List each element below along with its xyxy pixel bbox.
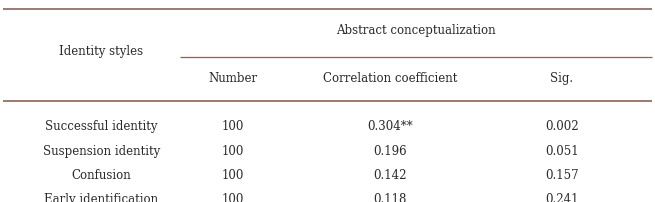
Text: 0.304**: 0.304** [367,120,413,133]
Text: 100: 100 [221,120,244,133]
Text: 0.002: 0.002 [545,120,579,133]
Text: 0.241: 0.241 [545,194,579,202]
Text: Number: Number [208,72,257,85]
Text: Sig.: Sig. [550,72,574,85]
Text: 0.196: 0.196 [373,145,407,158]
Text: 0.118: 0.118 [373,194,406,202]
Text: 0.157: 0.157 [545,169,579,182]
Text: Correlation coefficient: Correlation coefficient [322,72,457,85]
Text: Early identification: Early identification [45,194,159,202]
Text: 0.142: 0.142 [373,169,407,182]
Text: 100: 100 [221,169,244,182]
Text: Successful identity: Successful identity [45,120,158,133]
Text: 100: 100 [221,145,244,158]
Text: Identity styles: Identity styles [60,44,143,58]
Text: 100: 100 [221,194,244,202]
Text: 0.051: 0.051 [545,145,579,158]
Text: Confusion: Confusion [71,169,132,182]
Text: Suspension identity: Suspension identity [43,145,160,158]
Text: Abstract conceptualization: Abstract conceptualization [336,24,496,37]
